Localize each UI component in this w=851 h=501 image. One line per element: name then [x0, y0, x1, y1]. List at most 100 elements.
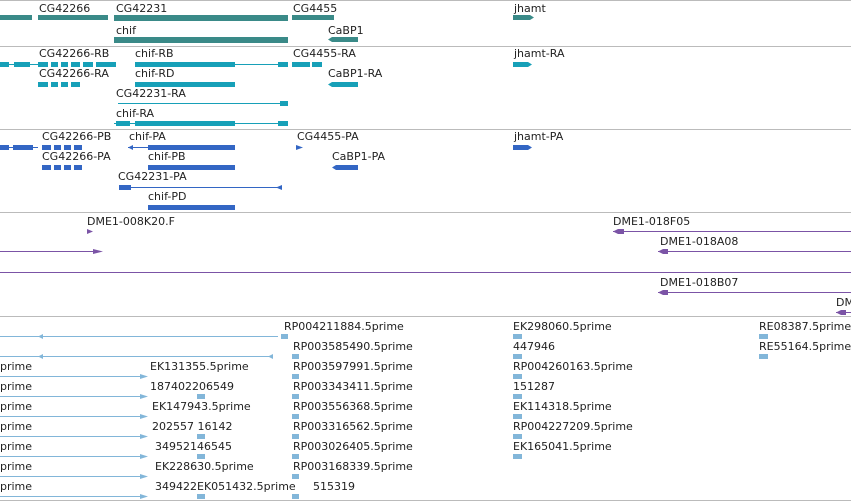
- gene-CG42266[interactable]: [38, 15, 108, 20]
- est-label: RP004211884.5prime: [284, 320, 404, 333]
- protein-label: CG42266-PB: [42, 130, 111, 143]
- clone-DME1-018B07[interactable]: [658, 290, 851, 295]
- clone-DME1-018F05[interactable]: [613, 229, 851, 234]
- transcript-label: chif-RD: [135, 67, 174, 80]
- clone-label: DM: [836, 296, 851, 309]
- protein-label: CG4455-PA: [297, 130, 359, 143]
- clone-DM[interactable]: [836, 310, 851, 315]
- est-label: 349422EK051432.5prime: [155, 480, 296, 493]
- gene-feature[interactable]: [0, 15, 32, 20]
- gene-label: CG42231: [116, 2, 167, 15]
- est-label: prime: [0, 360, 32, 373]
- est-feature[interactable]: [0, 494, 299, 499]
- est-label: RP003585490.5prime: [293, 340, 413, 353]
- transcript-chif-RA[interactable]: [114, 121, 288, 126]
- transcript-CG4455-RA[interactable]: [292, 62, 322, 67]
- transcript-CaBP1-RA[interactable]: [328, 82, 358, 87]
- protein-CG42266-PB[interactable]: [13, 145, 82, 150]
- protein-chif-PB[interactable]: [148, 165, 235, 170]
- protein-chif-PD[interactable]: [148, 205, 235, 210]
- est-label: prime: [0, 420, 32, 433]
- gene-label: CaBP1: [328, 24, 364, 37]
- transcript-track: [0, 62, 532, 126]
- gene-label: CG4455: [293, 2, 337, 15]
- protein-CG42266-PA[interactable]: [42, 165, 82, 170]
- est-label: prime: [0, 460, 32, 473]
- gene-jhamt[interactable]: [513, 15, 534, 20]
- transcript-label: CG42266-RB: [39, 47, 109, 60]
- est-feature[interactable]: [0, 434, 522, 439]
- est-feature[interactable]: [513, 334, 522, 339]
- est-label: RP004227209.5prime: [513, 420, 633, 433]
- transcript-CG42231-RA[interactable]: [118, 101, 288, 106]
- est-label: prime: [0, 440, 32, 453]
- clone-DME1-008K20.F[interactable]: [87, 229, 93, 234]
- est-label: EK147943.5prime: [152, 400, 251, 413]
- est-feature[interactable]: [0, 474, 299, 479]
- protein-CaBP1-PA[interactable]: [332, 165, 358, 170]
- est-feature[interactable]: [0, 414, 522, 419]
- est-label: RP003168339.5prime: [293, 460, 413, 473]
- est-label: 34952146545: [155, 440, 232, 453]
- clone-line[interactable]: [0, 249, 103, 254]
- transcript-chif-RB[interactable]: [135, 62, 288, 67]
- gene-CaBP1[interactable]: [328, 37, 358, 42]
- est-label: EK131355.5prime: [150, 360, 249, 373]
- est-label: RE55164.5prime: [759, 340, 851, 353]
- protein-label: jhamt-PA: [513, 130, 564, 143]
- transcript-label: CaBP1-RA: [328, 67, 383, 80]
- clone-label: DME1-018F05: [613, 215, 690, 228]
- est-label: EK298060.5prime: [513, 320, 612, 333]
- gene-CG42231[interactable]: [114, 15, 288, 21]
- est-feature[interactable]: [759, 334, 768, 339]
- transcript-CG42266-RA[interactable]: [38, 82, 80, 87]
- gene-track: [0, 15, 534, 43]
- est-label: RE08387.5prime: [759, 320, 851, 333]
- protein-label: chif-PB: [148, 150, 186, 163]
- transcript-feature[interactable]: [0, 62, 9, 67]
- gene-label: chif: [116, 24, 137, 37]
- transcript-label: CG4455-RA: [293, 47, 356, 60]
- gene-label: CG42266: [39, 2, 90, 15]
- protein-feature[interactable]: [0, 145, 9, 150]
- est-feature[interactable]: [0, 454, 522, 459]
- protein-track: [0, 145, 532, 210]
- est-label: 187402206549: [150, 380, 234, 393]
- transcript-label: chif-RB: [135, 47, 174, 60]
- gene-CG4455[interactable]: [292, 15, 334, 20]
- clone-DME1-018A08[interactable]: [658, 249, 851, 254]
- protein-CG42231-PA[interactable]: [119, 185, 282, 190]
- est-feature[interactable]: [759, 354, 768, 359]
- est-label: prime: [0, 380, 32, 393]
- est-feature[interactable]: [513, 354, 522, 359]
- transcript-CG42266-RB[interactable]: [14, 62, 116, 67]
- est-feature[interactable]: [0, 334, 288, 339]
- gene-label: jhamt: [513, 2, 546, 15]
- est-label: RP003316562.5prime: [293, 420, 413, 433]
- est-label: RP003597991.5prime: [293, 360, 413, 373]
- est-label: EK114318.5prime: [513, 400, 612, 413]
- est-label: RP004260163.5prime: [513, 360, 633, 373]
- est-label: EK165041.5prime: [513, 440, 612, 453]
- est-label: EK228630.5prime: [155, 460, 254, 473]
- clone-label: DME1-008K20.F: [87, 215, 175, 228]
- protein-CG4455-PA[interactable]: [296, 145, 303, 150]
- protein-label: chif-PA: [129, 130, 166, 143]
- protein-jhamt-PA[interactable]: [513, 145, 532, 150]
- est-label: prime: [0, 400, 32, 413]
- protein-label: CaBP1-PA: [332, 150, 385, 163]
- est-label: RP003026405.5prime: [293, 440, 413, 453]
- protein-chif-PA[interactable]: [128, 145, 235, 150]
- transcript-jhamt-RA[interactable]: [513, 62, 532, 67]
- est-feature[interactable]: [0, 374, 522, 379]
- transcript-chif-RD[interactable]: [135, 82, 235, 87]
- est-label: 151287: [513, 380, 555, 393]
- gene-chif[interactable]: [114, 37, 288, 43]
- est-feature[interactable]: [0, 354, 299, 359]
- protein-label: CG42266-PA: [42, 150, 111, 163]
- transcript-label: chif-RA: [116, 107, 155, 120]
- est-label: 447946: [513, 340, 555, 353]
- est-feature[interactable]: [0, 394, 522, 399]
- protein-label: chif-PD: [148, 190, 186, 203]
